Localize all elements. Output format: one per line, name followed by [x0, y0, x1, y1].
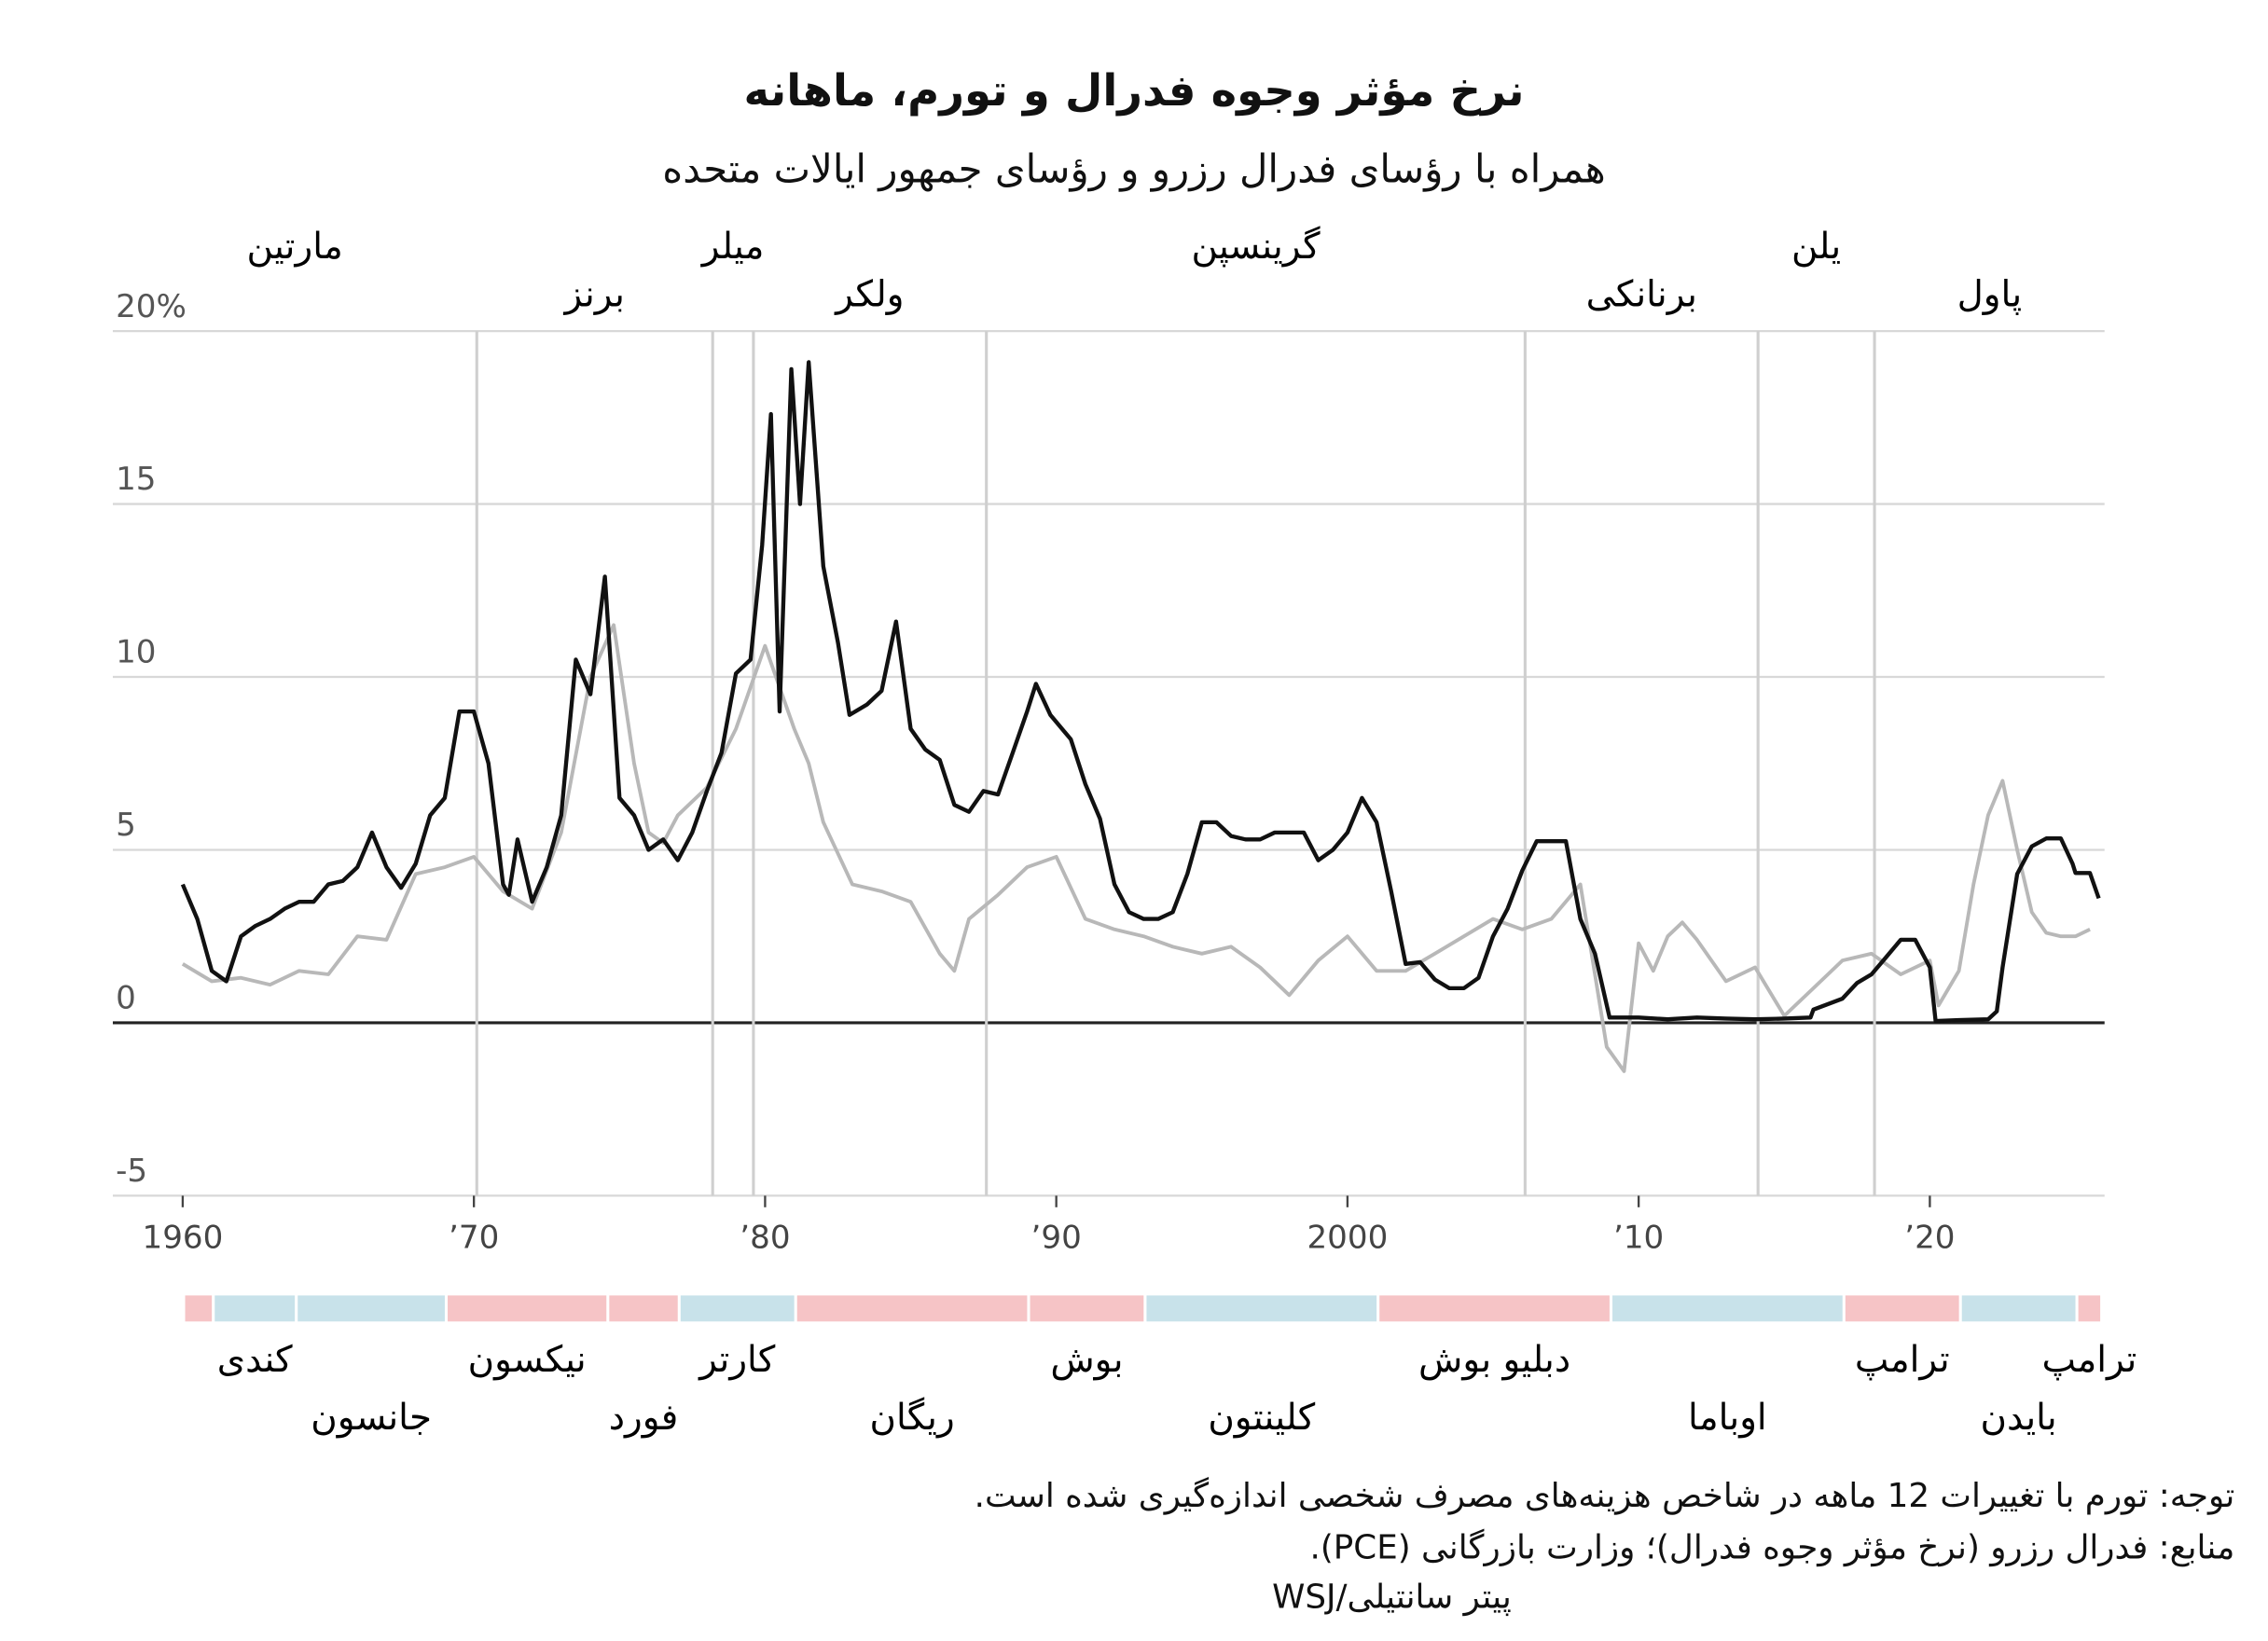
president-label: ترامپ [2041, 1339, 2137, 1381]
president-term [297, 1295, 445, 1322]
y-tick-label: 10 [116, 634, 156, 671]
president-label: ترامپ [1855, 1339, 1950, 1381]
y-tick-label: 5 [116, 807, 136, 844]
chair-label: برنز [563, 273, 625, 315]
x-tick-label: 2000 [1307, 1219, 1388, 1256]
president-term [796, 1295, 1028, 1322]
x-tick-label: ’90 [1031, 1219, 1082, 1256]
president-term [185, 1295, 213, 1322]
chart-subtitle: همراه با رؤسای فدرال رزرو و رؤسای جمهور … [662, 147, 1606, 193]
credit: پیتر سانتیلی/WSJ [1272, 1579, 1512, 1617]
chart-title: نرخ مؤثر وجوه فدرال و تورم، ماهانه [743, 66, 1525, 117]
chair-label: یلن [1791, 226, 1841, 268]
chair-label: مارتین [246, 226, 342, 268]
president-term [1961, 1295, 2076, 1322]
president-label: ریگان [869, 1397, 954, 1439]
y-tick-label: 20% [116, 288, 187, 325]
president-term [609, 1295, 678, 1322]
president-term [680, 1295, 795, 1322]
y-tick-label: -5 [116, 1152, 147, 1190]
president-label: بایدن [1981, 1397, 2057, 1439]
y-tick-label: 0 [116, 980, 136, 1017]
note: توجه: تورم با تغییرات 12 ماهه در شاخص هز… [974, 1477, 2235, 1516]
president-term [1845, 1295, 1959, 1322]
x-tick-label: ’20 [1904, 1219, 1955, 1256]
president-label: جانسون [311, 1397, 432, 1439]
series-line [180, 360, 2101, 1024]
president-term [1612, 1295, 1843, 1322]
chair-label: پاول [1957, 273, 2023, 315]
chair-label: میلر [700, 226, 765, 268]
president-label: کندی [217, 1339, 293, 1381]
president-label: بوش [1050, 1339, 1123, 1381]
president-label: کلینتون [1208, 1397, 1315, 1439]
y-tick-label: 15 [116, 461, 156, 498]
president-term [2078, 1295, 2101, 1322]
president-label: دبلیو بوش [1418, 1339, 1570, 1381]
president-label: کارتر [698, 1339, 776, 1381]
x-tick-label: ’10 [1613, 1219, 1664, 1256]
series-line [181, 623, 2091, 1073]
x-tick-label: 1960 [143, 1219, 224, 1256]
president-term [1379, 1295, 1610, 1322]
president-label: فورد [609, 1397, 679, 1439]
x-tick-label: ’80 [740, 1219, 790, 1256]
president-label: اوباما [1688, 1397, 1767, 1439]
president-term [214, 1295, 296, 1322]
chair-label: ولکر [834, 273, 904, 315]
chair-label: برنانکی [1586, 273, 1697, 315]
x-tick-label: ’70 [449, 1219, 499, 1256]
chair-label: گرینسپن [1191, 226, 1321, 268]
president-term [448, 1295, 607, 1322]
president-term [1030, 1295, 1144, 1322]
president-label: نیکسون [468, 1339, 587, 1381]
president-term [1146, 1295, 1377, 1322]
note: منابع: فدرال رزرو (نرخ مؤثر وجوه فدرال)؛… [1309, 1529, 2235, 1567]
